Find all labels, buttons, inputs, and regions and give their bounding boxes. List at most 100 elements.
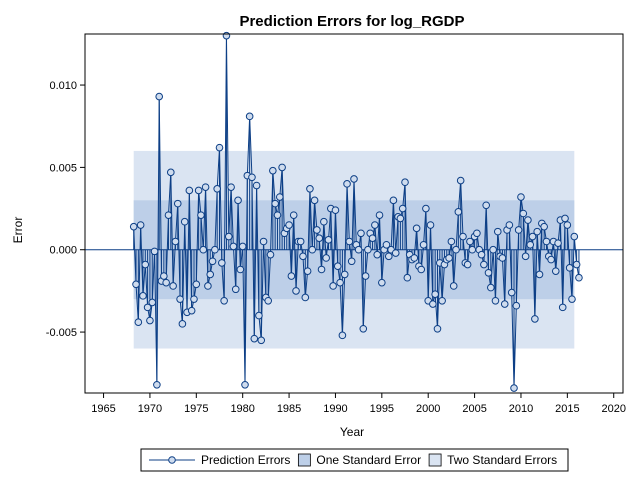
error-point — [204, 282, 212, 290]
error-point — [303, 267, 312, 275]
x-tick-label: 1970 — [138, 403, 162, 415]
error-point — [143, 303, 152, 312]
error-point — [141, 260, 150, 269]
error-point — [568, 295, 576, 303]
error-point — [466, 237, 474, 246]
error-point — [310, 196, 319, 205]
error-point — [285, 221, 293, 229]
error-point — [507, 288, 516, 297]
error-point — [535, 270, 544, 279]
error-point — [317, 265, 326, 274]
error-point — [190, 295, 198, 303]
error-point — [132, 280, 140, 289]
legend-series-marker — [168, 456, 176, 464]
error-point — [206, 270, 215, 279]
error-point — [139, 292, 147, 300]
error-point — [477, 250, 486, 259]
error-point — [561, 214, 569, 223]
error-point — [433, 324, 442, 333]
error-point — [201, 183, 210, 191]
error-point — [540, 222, 548, 231]
error-point — [197, 211, 205, 219]
error-point — [547, 255, 555, 264]
error-point — [315, 234, 324, 243]
error-point — [171, 237, 180, 246]
error-point — [227, 183, 235, 191]
error-point — [389, 196, 398, 205]
plot-frame — [84, 33, 624, 394]
x-tick-label: 1995 — [370, 403, 394, 415]
error-point — [194, 186, 203, 195]
error-point — [426, 221, 435, 229]
error-point — [150, 247, 159, 256]
x-tick-label: 1980 — [230, 403, 254, 415]
x-tick-label: 1985 — [277, 403, 301, 415]
error-point — [153, 380, 161, 389]
error-point — [350, 175, 358, 183]
error-point — [359, 324, 368, 333]
error-point — [160, 272, 168, 280]
x-tick-label: 1965 — [91, 403, 115, 415]
error-point — [482, 201, 490, 210]
error-point — [371, 221, 379, 229]
error-point — [531, 315, 539, 323]
error-point — [313, 226, 321, 234]
legend-swatch-two-se — [428, 453, 442, 467]
error-point — [410, 254, 419, 262]
error-point — [134, 318, 143, 326]
error-point — [354, 245, 363, 254]
error-point — [257, 336, 266, 345]
error-point — [129, 222, 138, 231]
error-point — [308, 245, 317, 254]
x-tick-label: 2010 — [509, 403, 533, 415]
error-point — [273, 211, 282, 219]
error-point — [345, 237, 354, 246]
error-point — [266, 250, 275, 259]
error-point — [176, 295, 184, 303]
x-tick-label: 2015 — [555, 403, 579, 415]
legend-swatch-one-se — [297, 453, 311, 467]
y-axis-label: Error — [11, 217, 25, 244]
error-point — [521, 252, 530, 261]
error-point — [264, 296, 272, 305]
error-point — [146, 316, 154, 325]
error-point — [185, 186, 194, 195]
error-point — [259, 237, 268, 246]
error-point — [510, 384, 518, 392]
error-point — [329, 282, 337, 290]
error-point — [401, 178, 409, 187]
error-point — [391, 249, 400, 257]
error-point — [364, 245, 372, 254]
error-point — [236, 265, 245, 274]
error-point — [252, 181, 261, 190]
chart-title: Prediction Errors for log_RGDP — [239, 13, 464, 30]
error-point — [512, 301, 521, 310]
error-point — [215, 143, 224, 152]
error-point — [336, 278, 344, 287]
error-point — [454, 208, 463, 216]
error-point — [487, 283, 495, 292]
error-point — [322, 254, 330, 262]
error-point — [324, 236, 333, 244]
error-point — [528, 232, 537, 241]
error-point — [292, 287, 300, 295]
error-point — [250, 334, 259, 343]
error-point — [542, 237, 551, 246]
error-point — [178, 320, 187, 328]
error-point — [480, 260, 488, 269]
error-point — [238, 242, 247, 251]
error-point — [554, 239, 562, 247]
error-point — [275, 193, 284, 201]
error-point — [255, 311, 263, 320]
x-tick-label: 1975 — [184, 403, 208, 415]
error-point — [575, 273, 583, 282]
error-point — [524, 216, 532, 224]
error-point — [231, 285, 240, 294]
error-point — [417, 265, 426, 274]
legend-label: Prediction Errors — [201, 453, 290, 467]
error-point — [403, 273, 412, 282]
error-point — [199, 245, 208, 254]
error-point — [452, 245, 460, 254]
error-point — [445, 254, 453, 262]
error-point — [229, 242, 238, 251]
